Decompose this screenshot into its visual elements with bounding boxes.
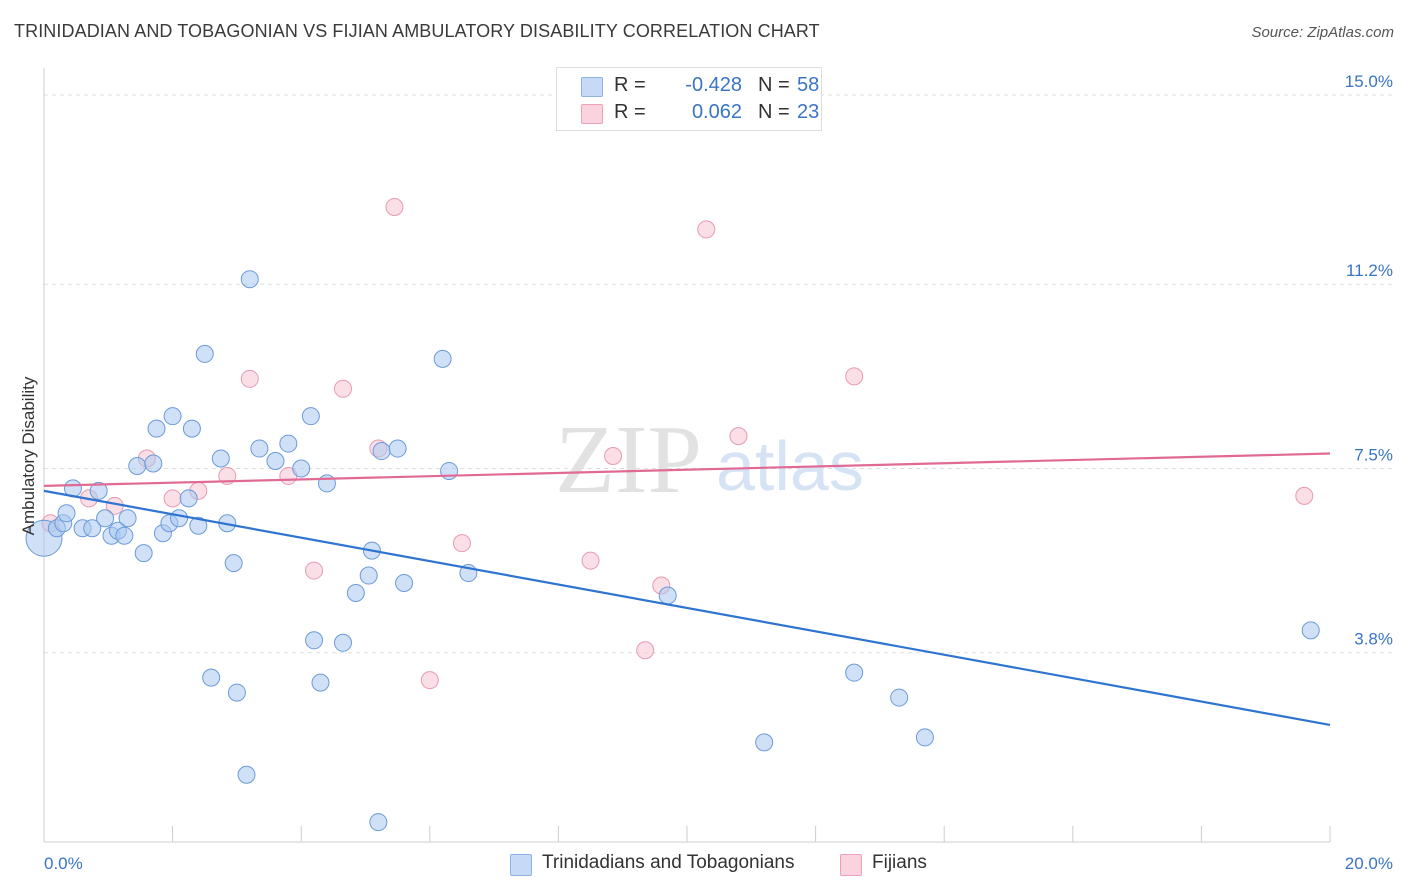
point-trinidadians xyxy=(250,439,269,458)
point-trinidadians xyxy=(224,554,243,573)
point-trinidadians xyxy=(1301,621,1320,640)
point-trinidadians xyxy=(96,509,115,528)
point-fijians xyxy=(452,534,471,553)
point-trinidadians xyxy=(57,504,76,523)
bottom-legend-swatch-pink xyxy=(840,854,862,876)
y-tick-label: 15.0% xyxy=(1345,72,1393,91)
y-axis-title: Ambulatory Disability xyxy=(19,376,38,535)
point-trinidadians xyxy=(372,442,391,461)
point-trinidadians xyxy=(195,344,214,363)
watermark-zip: ZIP xyxy=(555,406,702,514)
y-tick-label: 3.8% xyxy=(1354,630,1393,649)
point-trinidadians xyxy=(346,583,365,602)
bottom-legend-swatch-blue xyxy=(510,854,532,876)
point-trinidadians xyxy=(317,474,336,493)
source-credit: Source: ZipAtlas.com xyxy=(1251,24,1394,41)
point-trinidadians xyxy=(189,516,208,535)
y-tick-label: 7.5% xyxy=(1354,445,1393,464)
point-trinidadians xyxy=(128,456,147,475)
point-fijians xyxy=(581,551,600,570)
point-trinidadians xyxy=(202,668,221,687)
point-trinidadians xyxy=(147,419,166,438)
point-fijians xyxy=(636,641,655,660)
point-trinidadians xyxy=(227,683,246,702)
point-trinidadians xyxy=(388,439,407,458)
point-trinidadians xyxy=(292,459,311,478)
tick-label-layer: 3.8% 7.5% 11.2% 15.0% 0.0% 20.0% Ambulatory Di… xyxy=(19,72,1393,873)
point-fijians xyxy=(729,427,748,446)
point-trinidadians xyxy=(182,419,201,438)
point-trinidadians xyxy=(333,633,352,652)
chart-title: TRINIDADIAN AND TOBAGONIAN VS FIJIAN AMB… xyxy=(14,21,820,41)
point-trinidadians xyxy=(211,449,230,468)
point-trinidadians xyxy=(433,349,452,368)
point-trinidadians xyxy=(890,688,909,707)
point-trinidadians xyxy=(115,526,134,545)
legend-n-value: 58 xyxy=(797,74,820,96)
legend-r-label: R = xyxy=(614,74,646,96)
point-fijians xyxy=(385,198,404,216)
x-tick-label: 20.0% xyxy=(1345,854,1393,873)
trendline-fijians xyxy=(43,452,1331,488)
legend-n-label: N = xyxy=(758,74,790,96)
point-trinidadians xyxy=(311,673,330,692)
point-trinidadians xyxy=(305,631,324,650)
point-fijians xyxy=(697,220,716,239)
legend-n-label: N = xyxy=(758,101,790,123)
point-trinidadians xyxy=(179,489,198,508)
point-trinidadians xyxy=(89,481,108,500)
bottom-legend-label: Trinidadians and Tobagonians xyxy=(542,852,795,873)
point-trinidadians xyxy=(658,586,677,605)
legend-swatch-pink xyxy=(581,104,603,124)
point-trinidadians xyxy=(755,733,774,752)
bottom-legend-label: Fijians xyxy=(872,852,927,873)
trendline-trinidadians xyxy=(43,489,1331,727)
legend-r-value: 0.062 xyxy=(691,101,742,123)
point-fijians xyxy=(845,367,864,386)
legend-swatch-blue xyxy=(581,77,603,97)
correlation-legend: R = -0.428 N = 58 R = 0.062 N = 23 xyxy=(556,67,822,131)
point-trinidadians xyxy=(279,434,298,453)
grid-layer xyxy=(44,94,1392,654)
point-trinidadians xyxy=(83,519,102,538)
point-trinidadians xyxy=(118,509,137,528)
trend-layer xyxy=(43,452,1331,727)
point-trinidadians xyxy=(144,454,163,473)
points-layer xyxy=(25,198,1320,832)
y-tick-label: 11.2% xyxy=(1346,261,1393,280)
point-fijians xyxy=(305,561,324,580)
point-trinidadians xyxy=(163,407,182,426)
point-trinidadians xyxy=(395,574,414,593)
legend-n-value: 23 xyxy=(797,101,820,123)
point-trinidadians xyxy=(240,270,259,289)
point-fijians xyxy=(420,671,439,690)
point-fijians xyxy=(1295,486,1314,505)
point-trinidadians xyxy=(237,765,256,784)
point-trinidadians xyxy=(266,452,285,470)
x-tick-label: 0.0% xyxy=(44,854,83,873)
point-fijians xyxy=(240,369,259,388)
point-trinidadians xyxy=(134,544,153,563)
source-text: Source: ZipAtlas.com xyxy=(1251,24,1394,41)
point-trinidadians xyxy=(845,663,864,682)
axis-layer xyxy=(43,68,1331,843)
point-trinidadians xyxy=(359,566,378,585)
point-trinidadians xyxy=(915,728,934,747)
point-fijians xyxy=(333,379,352,398)
legend-r-value: -0.428 xyxy=(685,74,742,96)
legend-r-label: R = xyxy=(614,101,646,123)
point-trinidadians xyxy=(170,509,189,528)
point-trinidadians xyxy=(301,407,320,426)
point-fijians xyxy=(604,447,623,466)
point-trinidadians xyxy=(369,813,388,832)
point-fijians xyxy=(163,489,182,508)
